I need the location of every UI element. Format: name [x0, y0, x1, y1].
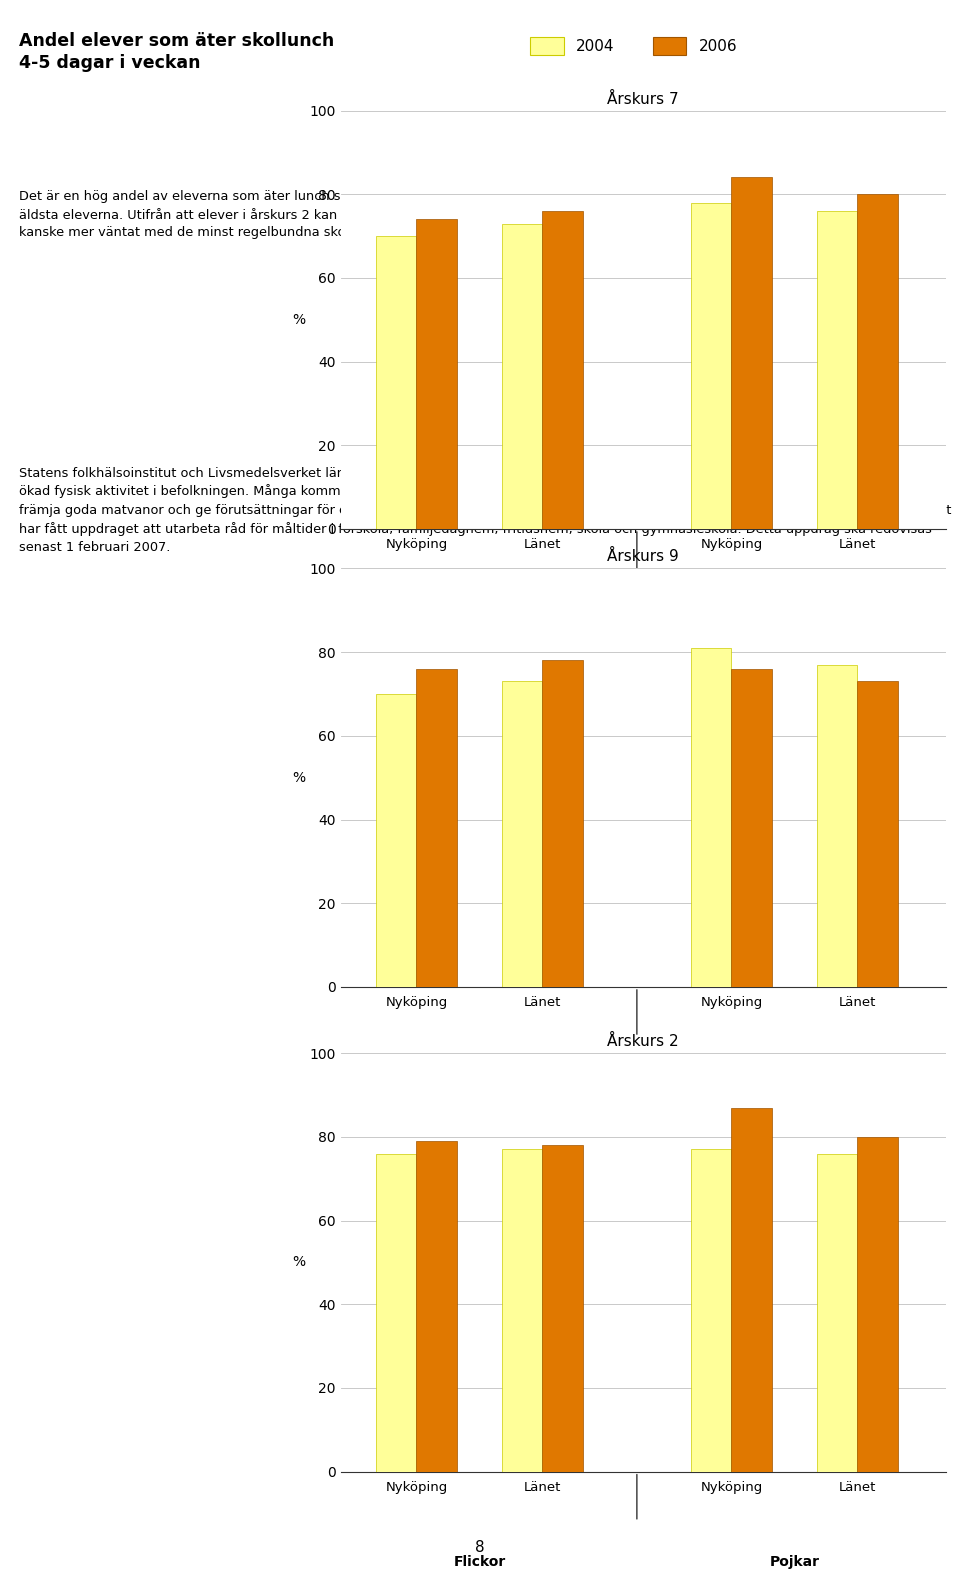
Bar: [817, 212, 857, 529]
Bar: [732, 1107, 772, 1472]
Y-axis label: %: %: [292, 313, 305, 327]
Legend: 2004, 2006: 2004, 2006: [530, 36, 737, 55]
Title: Årskurs 2: Årskurs 2: [608, 1034, 679, 1050]
Bar: [857, 682, 898, 987]
Bar: [732, 669, 772, 987]
Text: Det är en hög andel av eleverna som äter lunch så gott som dagligen i skolan. Ka: Det är en hög andel av eleverna som äter…: [19, 189, 920, 240]
Bar: [857, 194, 898, 529]
Bar: [376, 1154, 417, 1472]
Bar: [817, 665, 857, 987]
Text: Flickor: Flickor: [453, 613, 506, 627]
Title: Årskurs 7: Årskurs 7: [608, 92, 679, 107]
Text: Flickor: Flickor: [453, 1555, 506, 1570]
Bar: [732, 177, 772, 529]
Bar: [502, 224, 542, 529]
Title: Årskurs 9: Årskurs 9: [608, 549, 679, 565]
Bar: [417, 669, 457, 987]
Bar: [691, 202, 732, 529]
Text: Pojkar: Pojkar: [769, 1555, 820, 1570]
Text: Statens folkhälsoinstitut och Livsmedelsverket lämnade till regeringen i januari: Statens folkhälsoinstitut och Livsmedels…: [19, 467, 951, 554]
Text: Pojkar: Pojkar: [769, 1071, 820, 1085]
Bar: [691, 1150, 732, 1472]
Bar: [857, 1137, 898, 1472]
Bar: [502, 682, 542, 987]
Text: 8: 8: [475, 1541, 485, 1555]
Bar: [376, 693, 417, 987]
Bar: [417, 1142, 457, 1472]
Text: Andel elever som äter skollunch
4-5 dagar i veckan: Andel elever som äter skollunch 4-5 daga…: [19, 32, 334, 71]
Text: Pojkar: Pojkar: [769, 613, 820, 627]
Bar: [542, 660, 583, 987]
Y-axis label: %: %: [292, 1255, 305, 1270]
Bar: [417, 219, 457, 529]
Bar: [817, 1154, 857, 1472]
Bar: [691, 647, 732, 987]
Bar: [542, 1145, 583, 1472]
Y-axis label: %: %: [292, 771, 305, 785]
Text: Flickor: Flickor: [453, 1071, 506, 1085]
Bar: [542, 212, 583, 529]
Bar: [502, 1150, 542, 1472]
Bar: [376, 235, 417, 529]
